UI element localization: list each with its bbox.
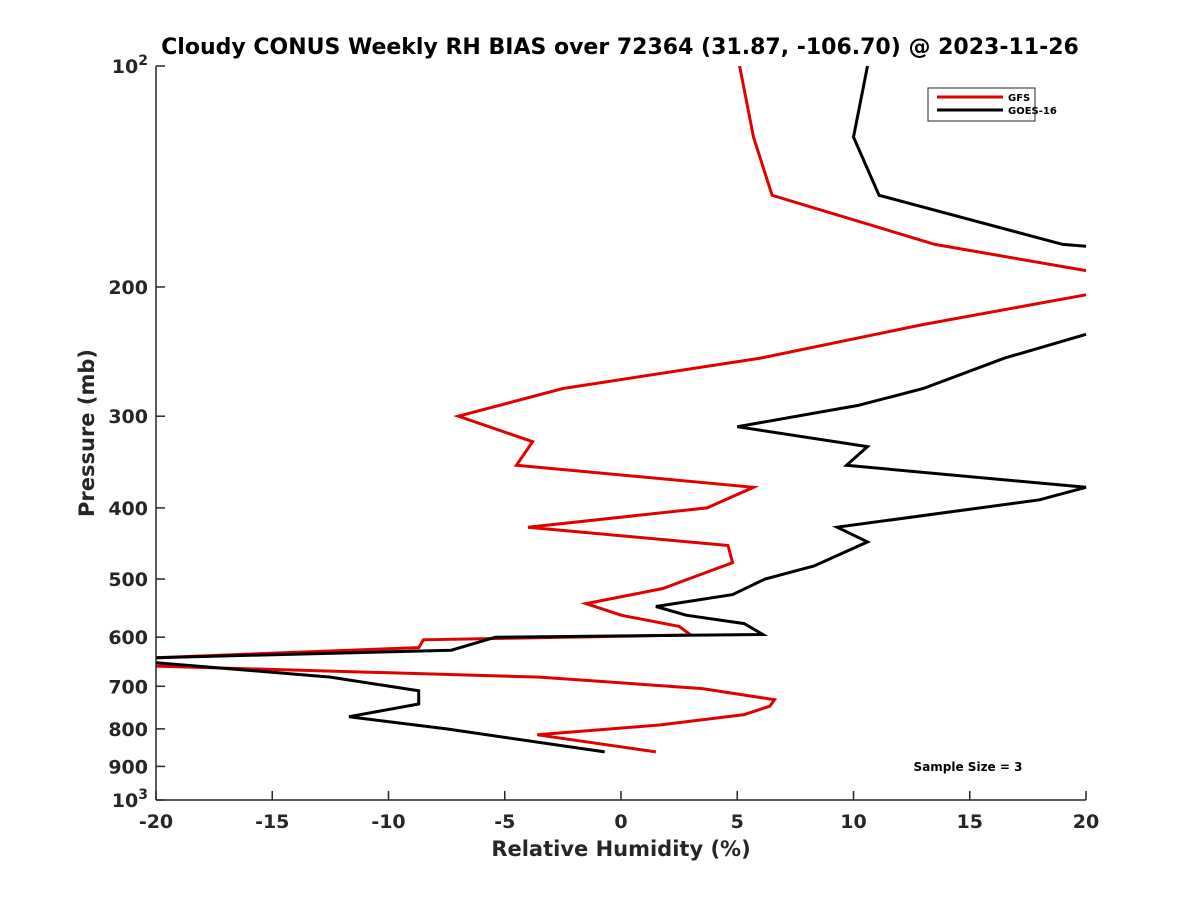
y-tick-label: 900	[108, 756, 148, 778]
sample-size-annotation: Sample Size = 3	[914, 760, 1023, 774]
y-tick-label: 400	[108, 498, 148, 520]
series-layer	[155, 65, 1087, 754]
x-tick-label: 5	[731, 811, 744, 833]
legend-box	[927, 87, 1036, 122]
x-tick-label: -20	[139, 811, 173, 833]
y-tick-label-power: 102	[112, 53, 148, 78]
y-tick-label-power: 103	[112, 787, 148, 812]
y-tick-label: 200	[108, 277, 148, 299]
x-tick-label: -15	[255, 811, 289, 833]
x-tick-label: -5	[494, 811, 515, 833]
legend-label-goes-16: GOES-16	[1008, 106, 1057, 117]
x-axis-label: Relative Humidity (%)	[491, 837, 750, 861]
y-tick-label: 600	[108, 627, 148, 649]
x-tick-label: 15	[957, 811, 983, 833]
legend: GFS GOES-16	[927, 87, 1057, 122]
x-tick-label: 20	[1073, 811, 1099, 833]
y-tick-label: 700	[108, 676, 148, 698]
y-tick-label: 300	[108, 406, 148, 428]
chart-title: Cloudy CONUS Weekly RH BIAS over 72364 (…	[161, 35, 1079, 60]
y-tick-label: 500	[108, 569, 148, 591]
series-line-goes-16	[155, 65, 1087, 754]
y-tick-label: 800	[108, 719, 148, 741]
x-tick-label: 0	[614, 811, 627, 833]
axes-layer: -20 -15 -10 -5 0 5 10 15 20 200 300 400 500 600 700 800…	[108, 53, 1099, 833]
series-line-gfs	[155, 65, 1087, 754]
x-tick-label: 10	[840, 811, 866, 833]
legend-label-gfs: GFS	[1008, 93, 1030, 104]
x-tick-label: -10	[371, 811, 405, 833]
y-axis-label: Pressure (mb)	[75, 349, 99, 517]
